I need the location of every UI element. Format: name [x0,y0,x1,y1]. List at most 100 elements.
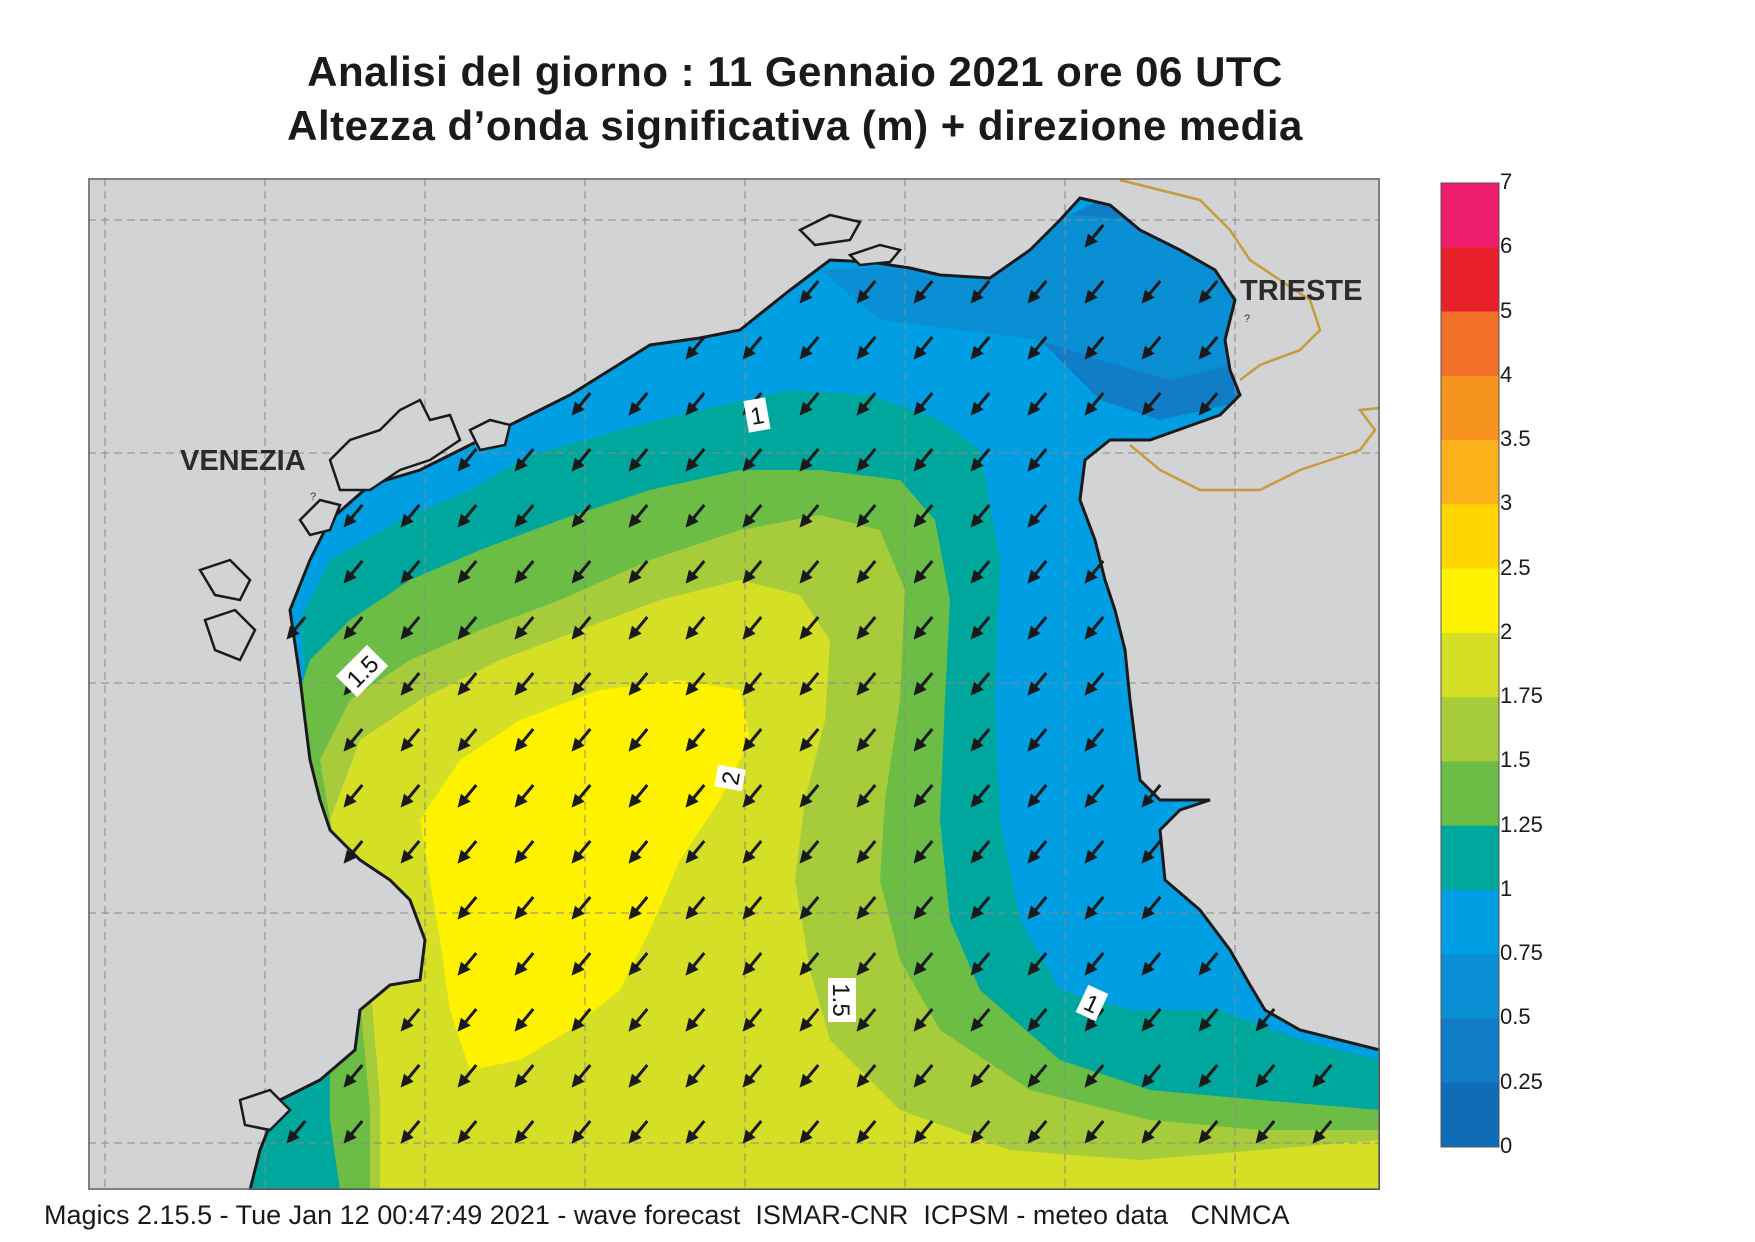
direction-arrow-head [400,1129,414,1144]
direction-arrow-head [742,1073,756,1088]
direction-arrow-head [1198,345,1212,360]
contour-label-1-south: 1 [1075,984,1109,1022]
legend-tick-label: 1 [1500,875,1513,901]
direction-arrow-head [799,625,813,640]
footer-credits: Magics 2.15.5 - Tue Jan 12 00:47:49 2021… [44,1200,1290,1230]
direction-arrow-head [970,513,984,528]
direction-arrow-head [628,849,642,864]
direction-arrow-head [685,401,699,416]
direction-arrow-head [856,569,870,584]
direction-arrow-head [1027,1017,1041,1032]
direction-arrow-head [1141,345,1155,360]
legend-band [1441,311,1499,377]
direction-arrow-head [1027,737,1041,752]
direction-arrow-head [628,569,642,584]
wave-height-map: 1 1.5 2 1.5 1 VENEZIA TRIESTE ? ? [88,178,1380,1190]
direction-arrow-head [457,681,471,696]
direction-arrow-head [913,1073,927,1088]
mean-direction-arrows [286,224,1333,1144]
direction-arrow-head [856,737,870,752]
legend-tick-label: 1.75 [1500,683,1543,709]
direction-arrow-head [742,793,756,808]
direction-arrow-head [1027,289,1041,304]
direction-arrow-head [514,737,528,752]
legend-band [1441,1082,1499,1148]
direction-arrow-head [628,737,642,752]
direction-arrow-head [1027,681,1041,696]
direction-arrow-head [970,961,984,976]
direction-arrow-head [1141,961,1155,976]
direction-arrow-head [1141,905,1155,920]
direction-arrow-head [913,1129,927,1144]
direction-arrow-head [400,849,414,864]
direction-arrow-head [628,625,642,640]
direction-arrow-head [799,1129,813,1144]
legend-tick-label: 0.5 [1500,1004,1531,1030]
direction-arrow-head [913,737,927,752]
direction-arrow-head [1084,401,1098,416]
direction-arrow-head [742,961,756,976]
direction-arrow-head [571,737,585,752]
direction-arrow-head [685,569,699,584]
direction-arrow-head [856,289,870,304]
direction-arrow-head [913,345,927,360]
direction-arrow-head [514,569,528,584]
direction-arrow-head [685,513,699,528]
direction-arrow-head [343,625,357,640]
direction-arrow-head [571,793,585,808]
direction-arrow-head [685,681,699,696]
legend-tick-label: 0.75 [1500,940,1543,966]
direction-arrow-head [913,457,927,472]
legend-band [1441,761,1499,827]
direction-arrow-head [1027,961,1041,976]
direction-arrow-head [628,457,642,472]
national-border [1119,178,1380,492]
direction-arrow-head [742,569,756,584]
direction-arrow-head [514,1073,528,1088]
direction-arrow-head [628,961,642,976]
direction-arrow-head [1255,1129,1269,1144]
direction-arrow-head [1255,1073,1269,1088]
contour-label-2: 2 [714,764,746,792]
direction-arrow-head [1084,793,1098,808]
direction-arrow-head [799,905,813,920]
direction-arrow-head [913,905,927,920]
direction-arrow-head [1084,233,1098,248]
direction-arrow-head [1141,793,1155,808]
direction-arrow-head [685,1073,699,1088]
direction-arrow-head [913,513,927,528]
direction-arrow-head [970,681,984,696]
direction-arrow-head [1255,1017,1269,1032]
direction-arrow-head [799,569,813,584]
legend-tick-label: 4 [1500,361,1513,387]
direction-arrow-head [571,569,585,584]
direction-arrow-head [457,1017,471,1032]
direction-arrow-head [1084,737,1098,752]
venezia-marker: ? [310,491,316,503]
legend-band [1441,568,1499,634]
direction-arrow-head [343,793,357,808]
direction-arrow-head [1084,345,1098,360]
map-subtitle: Altezza d’onda significativa (m) + direz… [287,102,1303,149]
direction-arrow-head [970,1129,984,1144]
legend-band [1441,954,1499,1019]
direction-arrow-head [1141,1073,1155,1088]
direction-arrow-head [628,681,642,696]
contour-label-1-north: 1 [743,397,771,433]
direction-arrow-head [742,457,756,472]
direction-arrow-head [1084,849,1098,864]
direction-arrow-head [913,961,927,976]
direction-arrow-head [856,457,870,472]
direction-arrow-head [685,793,699,808]
direction-arrow-head [913,569,927,584]
direction-arrow-head [457,1129,471,1144]
direction-arrow-head [970,1017,984,1032]
direction-arrow-head [799,457,813,472]
legend-tick-label: 3.5 [1500,426,1531,452]
direction-arrow-head [856,681,870,696]
direction-arrow-head [400,793,414,808]
legend-tick-label: 1.5 [1500,747,1531,773]
direction-arrow-head [970,737,984,752]
direction-arrow-head [1198,1017,1212,1032]
direction-arrow-head [400,625,414,640]
